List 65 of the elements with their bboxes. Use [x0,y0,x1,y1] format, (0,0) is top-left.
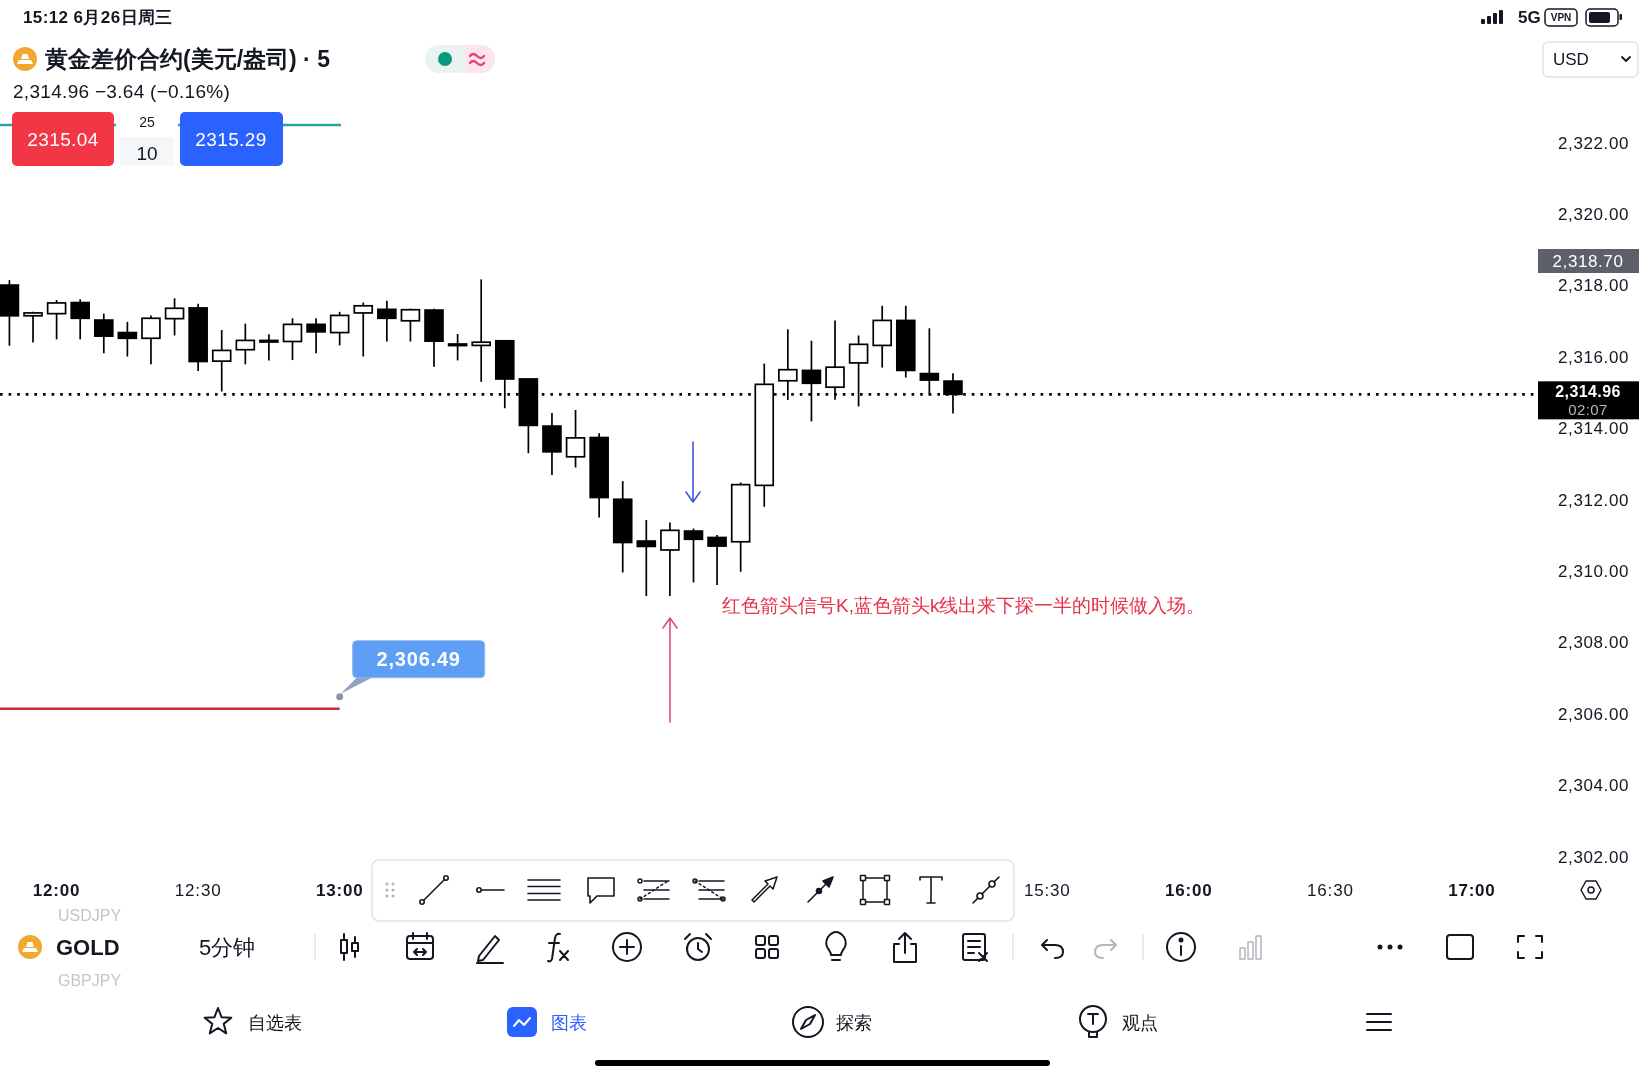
candlestick [282,317,303,361]
annotation: 红色箭头信号K,蓝色箭头k线出来下探一半的时候做入场。 [722,594,1206,616]
y-tick-label: 2,322.00 [1558,133,1629,153]
x-tick-label: 13:00 [315,880,364,900]
annotation: 2,306.49 [376,648,461,671]
y-tick-label: 2,316.00 [1558,347,1629,367]
annotation: 2315.29 [195,128,267,150]
candlestick [164,297,185,337]
candlestick [211,329,232,393]
text: 02:07 [1568,400,1608,418]
x-tick-label: 15:30 [1024,880,1071,900]
text: 25 [139,114,155,130]
x-tick-label: 12:00 [32,880,81,900]
y-tick-label: 2,302.00 [1558,847,1629,867]
candlestick [683,527,704,584]
text: USDJPY [58,906,122,924]
y-tick-label: 2,306.00 [1558,704,1629,724]
candlestick [400,307,421,343]
candlestick [707,534,727,586]
candlestick [93,312,114,355]
text: 观点 [1122,1013,1158,1033]
ref-line-label: 2,314.96 [1555,382,1621,400]
chart-title: 黄金差价合约(美元/盎司) · 5 [44,46,331,72]
text: 5G [1518,7,1541,27]
candlestick [447,333,468,362]
y-tick-label: 2,310.00 [1558,561,1629,581]
text: 探索 [836,1013,872,1033]
candlestick [636,519,657,597]
candlestick [141,314,161,366]
candlestick [565,409,586,469]
candlestick [23,311,43,344]
y-tick-label: 2,304.00 [1558,776,1629,796]
x-tick-label: 12:30 [174,880,222,900]
text: 2,318.70 [1552,251,1624,271]
text: VPN [1550,12,1572,23]
annotation: 2315.04 [27,128,99,150]
candlestick [353,301,374,358]
candlestick [70,298,90,341]
candlestick [471,278,492,383]
y-tick-label: 2,308.00 [1558,633,1629,653]
x-tick-label: 16:30 [1307,880,1354,900]
annotation: 10 [136,142,158,164]
x-tick-label: 16:00 [1165,880,1213,900]
text: 自选表 [248,1013,302,1033]
text: 15:12 6月26日周三 [23,7,173,27]
text: 2,314.96 −3.64 (−0.16%) [13,80,231,102]
candlestick [46,299,67,341]
candlestick [778,328,798,401]
candlestick [329,311,350,347]
y-tick-label: 2,312.00 [1558,490,1629,510]
candlestick [306,317,326,355]
text: USD [1553,49,1589,69]
candlestick [117,321,138,358]
text: GBPJPY [58,971,122,989]
candlestick [259,333,279,362]
y-tick-label: 2,318.00 [1558,276,1629,296]
candlestick [377,299,397,343]
candlestick [660,521,680,597]
text: 5分钟 [199,934,256,960]
candlestick [235,322,256,366]
text: 图表 [551,1013,587,1033]
y-tick-label: 2,320.00 [1558,204,1629,224]
text: GOLD [56,934,120,960]
x-tick-label: 17:00 [1448,880,1496,900]
y-tick-label: 2,314.00 [1558,419,1629,439]
